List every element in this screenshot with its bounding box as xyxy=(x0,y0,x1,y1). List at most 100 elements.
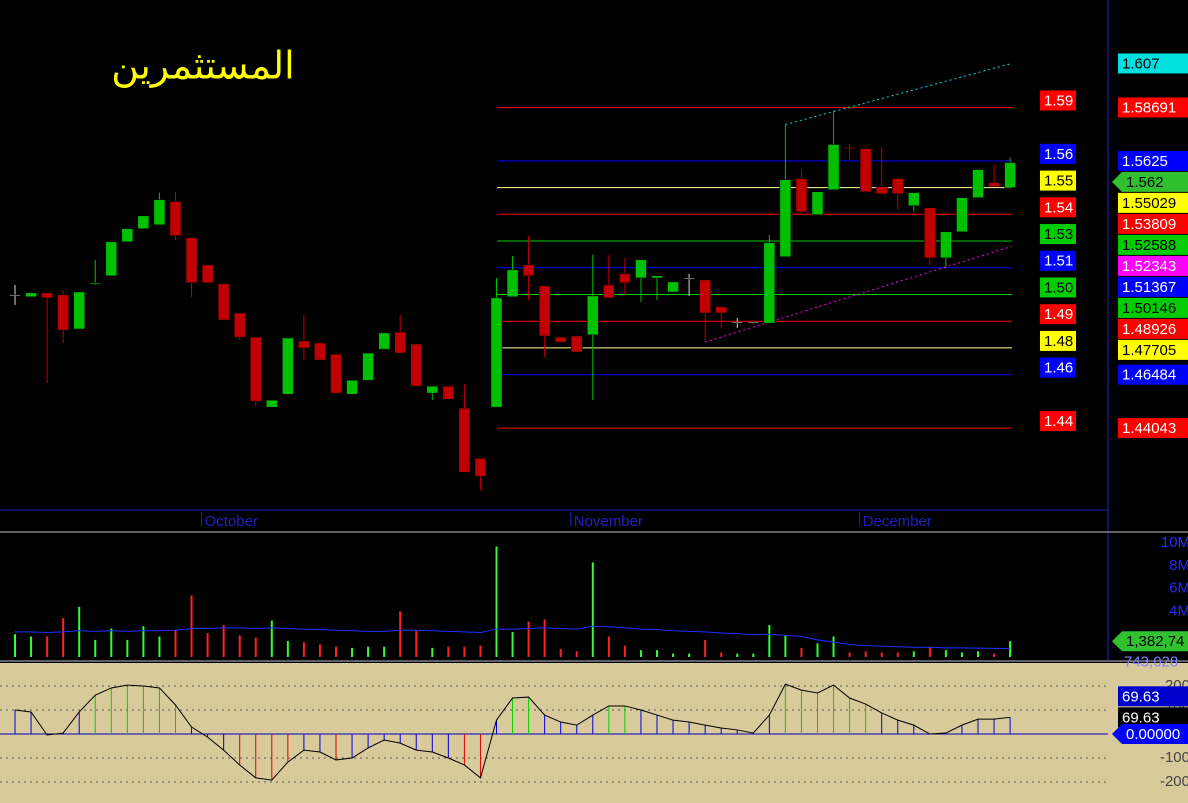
volume-bar xyxy=(639,650,642,657)
volume-bar xyxy=(318,644,321,657)
volume-bar xyxy=(977,651,979,657)
level-label-box xyxy=(1040,197,1076,218)
level-label: 1.51 xyxy=(1044,253,1073,270)
volume-bar xyxy=(800,647,803,657)
level-label: 1.44 xyxy=(1044,413,1073,430)
volume-bar xyxy=(1009,641,1012,657)
candle-body xyxy=(169,201,182,236)
volume-bar xyxy=(816,643,819,657)
y-tick-label: 6M xyxy=(1169,580,1188,597)
oscillator-line xyxy=(14,683,1011,781)
level-label-box xyxy=(1040,250,1076,271)
y-tick-label: 8M xyxy=(1169,557,1188,574)
trend-line xyxy=(785,62,1012,126)
volume-bar xyxy=(447,646,450,657)
volume-bar xyxy=(768,625,771,657)
candle-body xyxy=(378,332,390,350)
volume-bar xyxy=(495,546,498,657)
level-label: 1.54 xyxy=(1044,199,1073,216)
volume-bar xyxy=(511,631,514,657)
volume-bar xyxy=(270,620,273,657)
candle-body xyxy=(298,340,310,349)
candle-body xyxy=(282,337,294,395)
candle-body xyxy=(747,321,760,324)
volume-bar xyxy=(896,652,899,657)
candle-body xyxy=(266,399,278,408)
volume-bar xyxy=(672,653,675,657)
candle-body xyxy=(763,242,776,324)
x-tick-label: November xyxy=(574,513,643,530)
chart-title: المستثمرين xyxy=(111,44,294,89)
volume-bar xyxy=(431,647,434,657)
price-label: 1.562 xyxy=(1126,174,1164,191)
level-label: 1.56 xyxy=(1044,146,1073,163)
candle-body xyxy=(859,148,872,192)
volume-bar xyxy=(928,646,931,657)
y-tick-label: -100 xyxy=(1160,749,1188,766)
level-label: 1.55 xyxy=(1044,173,1073,190)
price-label-box xyxy=(1118,192,1188,213)
price-label-box xyxy=(1118,318,1188,339)
candle-body xyxy=(394,331,406,354)
candle-body xyxy=(506,269,519,298)
x-tick-label: October xyxy=(205,513,258,530)
price-label: 1.47705 xyxy=(1122,342,1176,359)
candle-body xyxy=(683,277,695,280)
volume-bar xyxy=(78,606,81,657)
volume-bar xyxy=(704,639,707,657)
oscillator-label-box xyxy=(1118,707,1188,728)
candle-body xyxy=(458,407,471,473)
volume-bar xyxy=(46,636,49,657)
volume-bar xyxy=(575,651,578,657)
price-label: 1.52588 xyxy=(1122,237,1176,254)
volume-bar xyxy=(142,626,145,657)
volume-bar xyxy=(559,649,562,657)
volume-bar xyxy=(62,618,65,657)
volume-bar xyxy=(254,637,257,657)
candle-body xyxy=(250,336,262,402)
trend-line xyxy=(705,245,1012,343)
volume-bar xyxy=(190,595,193,657)
candle-body xyxy=(9,294,21,297)
volume-bar xyxy=(960,652,963,657)
candle-body xyxy=(875,186,888,194)
candle-body xyxy=(330,353,342,394)
candle-body xyxy=(908,192,920,207)
volume-bar xyxy=(784,635,787,657)
candle-body xyxy=(972,169,984,198)
candle-body xyxy=(25,292,37,298)
level-label-box xyxy=(1040,357,1076,378)
price-label-box xyxy=(1118,53,1188,74)
level-label-box xyxy=(1040,411,1076,432)
volume-bar xyxy=(880,652,883,657)
volume-bar xyxy=(335,646,337,657)
candle-body xyxy=(779,179,792,258)
price-label: 1.50146 xyxy=(1122,300,1176,317)
candle-body xyxy=(121,228,134,243)
price-label-box xyxy=(1118,418,1188,439)
volume-bar xyxy=(912,651,915,657)
volume-average xyxy=(15,625,1011,650)
price-label-box xyxy=(1118,234,1188,255)
candle-body xyxy=(587,295,599,336)
candle-body xyxy=(892,178,904,194)
candle-body xyxy=(474,458,487,477)
candle-body xyxy=(73,291,85,330)
volume-bar xyxy=(993,653,996,657)
price-label: 1.58691 xyxy=(1122,99,1176,116)
candle-body xyxy=(795,178,808,212)
price-label: 1.48926 xyxy=(1122,321,1176,338)
price-label-box xyxy=(1118,97,1188,118)
level-label-box xyxy=(1040,304,1076,325)
level-label: 1.53 xyxy=(1044,226,1073,243)
candle-body xyxy=(827,144,840,191)
candle-body xyxy=(811,191,824,215)
level-label: 1.59 xyxy=(1044,92,1073,109)
volume-bar xyxy=(623,645,626,657)
price-label-box xyxy=(1118,213,1188,234)
candle-body xyxy=(442,385,455,400)
volume-bar xyxy=(479,645,482,657)
candle-body xyxy=(217,283,230,321)
level-label: 1.46 xyxy=(1044,360,1073,377)
volume-bar xyxy=(688,653,691,657)
